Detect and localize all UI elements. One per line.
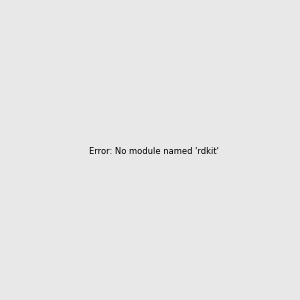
Text: Error: No module named 'rdkit': Error: No module named 'rdkit' bbox=[89, 147, 219, 156]
